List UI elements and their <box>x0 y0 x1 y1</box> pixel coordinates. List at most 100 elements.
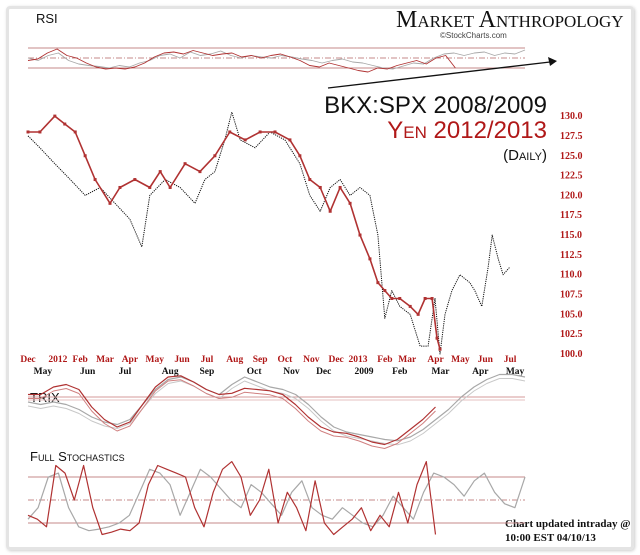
x-tick-label-bkx: May <box>506 367 525 377</box>
y-tick-label: 100.0 <box>560 349 583 360</box>
x-tick-label-bkx: Apr <box>472 367 489 377</box>
yen-point <box>213 154 217 158</box>
yen-point <box>93 178 97 182</box>
trix-yen-line <box>28 375 436 446</box>
y-tick-label: 110.0 <box>560 270 582 281</box>
y-tick-label: 125.0 <box>560 151 583 162</box>
trix-yen-signal-line <box>28 379 436 449</box>
stoch-bkx-line <box>27 468 526 532</box>
x-tick-label-yen: Mar <box>96 355 115 365</box>
update-note-line2: 10:00 EST 04/10/13 <box>505 532 596 544</box>
x-tick-label-yen: Feb <box>377 355 392 365</box>
trix-bkx-line <box>27 373 526 442</box>
bkx-spx-line <box>27 111 511 355</box>
yen-point <box>358 233 362 237</box>
yen-point <box>38 130 42 134</box>
yen-point <box>53 114 57 118</box>
x-tick-label-yen: Dec <box>328 355 343 365</box>
rsi-bkx-line <box>27 49 526 70</box>
yen-point <box>148 185 152 189</box>
rsi-yen-line <box>27 48 456 73</box>
yen-line <box>28 115 441 350</box>
x-tick-label-yen: Aug <box>226 355 243 365</box>
x-tick-label-bkx: Aug <box>162 367 179 377</box>
yen-point <box>328 209 332 213</box>
x-tick-label-bkx: May <box>34 367 53 377</box>
yen-point <box>288 138 292 142</box>
yen-point <box>83 154 87 158</box>
yen-point <box>243 138 247 142</box>
x-tick-label-yen: Dec <box>20 355 35 365</box>
yen-point <box>183 162 187 166</box>
x-tick-label-bkx: Jul <box>119 367 132 377</box>
x-tick-label-yen: Apr <box>427 355 444 365</box>
x-tick-label-bkx: Feb <box>392 367 407 377</box>
y-tick-label: 112.5 <box>560 250 582 261</box>
yen-point <box>198 170 202 174</box>
yen-point <box>118 185 122 189</box>
yen-point <box>133 178 137 182</box>
stochastics-label: Full Stochastics <box>30 449 125 464</box>
x-tick-label-yen: Jul <box>504 355 517 365</box>
y-tick-label: 102.5 <box>560 329 583 340</box>
brand-logo-text: Market Anthropology <box>396 7 624 33</box>
yen-point <box>348 201 352 205</box>
x-tick-label-yen: Jun <box>478 355 494 365</box>
y-tick-label: 105.0 <box>560 309 583 320</box>
y-tick-label: 122.5 <box>560 171 583 182</box>
yen-point <box>228 130 232 134</box>
x-tick-label-yen: Sep <box>253 355 268 365</box>
x-tick-label-bkx: Sep <box>200 367 215 377</box>
title-bkx: BKX:SPX 2008/2009 <box>324 92 547 119</box>
yen-point <box>376 281 380 285</box>
x-tick-label-bkx: Dec <box>316 367 331 377</box>
yen-point <box>63 122 67 126</box>
yen-point <box>383 289 387 293</box>
source-credit: ©StockCharts.com <box>440 31 507 40</box>
rsi-label: RSI <box>36 11 58 26</box>
x-tick-label-yen: 2013 <box>349 355 368 365</box>
x-tick-label-yen: Apr <box>122 355 139 365</box>
yen-point <box>368 257 372 261</box>
y-tick-label: 107.5 <box>560 290 583 301</box>
yen-point <box>416 312 420 316</box>
x-tick-label-yen: Jul <box>201 355 214 365</box>
yen-point <box>73 130 77 134</box>
yen-point <box>390 296 394 300</box>
x-tick-label-yen: Oct <box>278 355 294 365</box>
yen-point <box>273 130 277 134</box>
y-tick-label: 120.0 <box>560 190 583 201</box>
yen-point <box>408 304 412 308</box>
yen-point <box>298 154 302 158</box>
x-tick-label-bkx: Mar <box>432 367 451 377</box>
yen-point <box>308 178 312 182</box>
yen-point <box>108 201 112 205</box>
x-tick-label-yen: Feb <box>73 355 88 365</box>
x-tick-label-bkx: Oct <box>247 367 263 377</box>
x-tick-label-yen: Jun <box>174 355 190 365</box>
yen-point <box>398 296 402 300</box>
stoch-yen-line <box>27 461 437 536</box>
x-tick-label-bkx: 2009 <box>354 367 373 377</box>
x-tick-label-yen: 2012 <box>48 355 67 365</box>
yen-point <box>318 185 322 189</box>
y-tick-label: 127.5 <box>560 131 583 142</box>
x-tick-label-yen: Mar <box>398 355 417 365</box>
chart-frame <box>6 6 634 550</box>
yen-point <box>423 296 427 300</box>
x-tick-label-yen: May <box>451 355 470 365</box>
title-daily: (Daily) <box>503 147 547 164</box>
y-tick-label: 115.0 <box>560 230 582 241</box>
yen-point <box>158 170 162 174</box>
x-tick-label-yen: Nov <box>303 355 320 365</box>
title-yen: Yen 2012/2013 <box>387 117 547 144</box>
x-tick-label-yen: May <box>146 355 165 365</box>
rsi-trendline <box>327 61 551 89</box>
y-tick-label: 130.0 <box>560 111 583 122</box>
trendline-arrow-icon <box>548 57 557 66</box>
x-tick-label-bkx: Nov <box>283 367 300 377</box>
y-tick-label: 117.5 <box>560 210 582 221</box>
yen-point <box>435 336 439 340</box>
yen-point <box>338 185 342 189</box>
